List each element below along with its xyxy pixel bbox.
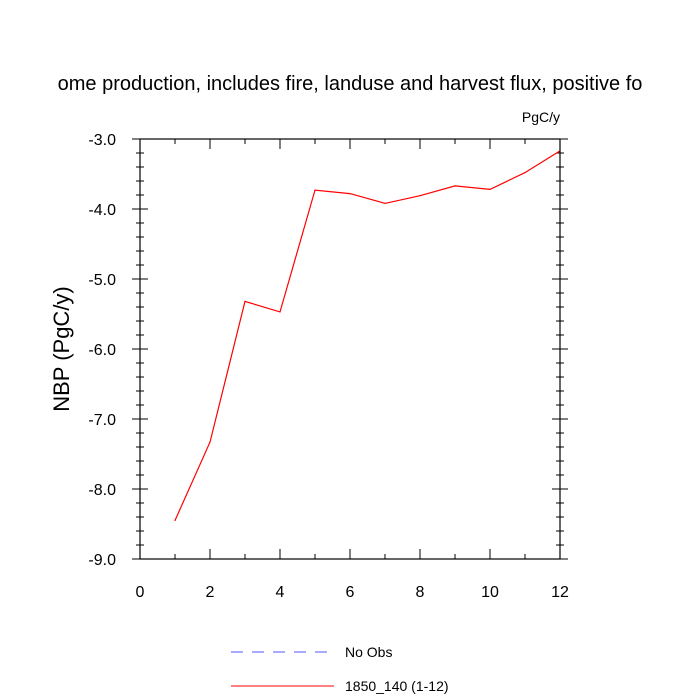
- y-tick-label: -5.0: [88, 272, 116, 289]
- legend: No Obs 1850_140 (1-12): [231, 644, 449, 694]
- x-tick-label: 10: [481, 584, 499, 601]
- y-tick-label: -3.0: [88, 132, 116, 149]
- y-axis-label: NBP (PgC/y): [49, 286, 74, 412]
- axis-ticks: 0 2 4 6 8 10 12 -3.0 -4.0 -5.0 -6.0 -7.0 -8.0 -9.0: [88, 132, 569, 601]
- data-point: [419, 195, 421, 197]
- series-lines: [174, 150, 561, 522]
- data-point: [489, 188, 491, 190]
- data-point: [454, 185, 456, 187]
- y-tick-label: -9.0: [88, 552, 116, 569]
- series-line-1: [174, 150, 561, 521]
- chart-title: ome production, includes fire, landuse a…: [58, 73, 643, 95]
- x-tick-label: 4: [276, 584, 285, 601]
- x-tick-label: 8: [416, 584, 425, 601]
- data-point: [314, 189, 316, 191]
- data-point: [279, 311, 281, 313]
- y-tick-label: -8.0: [88, 482, 116, 499]
- x-tick-label: 2: [206, 584, 215, 601]
- x-tick-label: 0: [136, 584, 145, 601]
- data-point: [524, 172, 526, 174]
- plot-frame: [139, 138, 561, 560]
- data-point: [244, 300, 246, 302]
- y-tick-label: -4.0: [88, 202, 116, 219]
- data-point: [209, 441, 211, 443]
- data-point: [384, 202, 386, 204]
- y-tick-label: -6.0: [88, 342, 116, 359]
- x-tick-label: 6: [346, 584, 355, 601]
- data-point: [174, 519, 176, 522]
- data-point: [349, 193, 351, 195]
- legend-label: 1850_140 (1-12): [345, 678, 449, 694]
- units-label: PgC/y: [522, 109, 560, 125]
- legend-label: No Obs: [345, 644, 392, 660]
- x-tick-label: 12: [551, 584, 569, 601]
- y-tick-label: -7.0: [88, 412, 116, 429]
